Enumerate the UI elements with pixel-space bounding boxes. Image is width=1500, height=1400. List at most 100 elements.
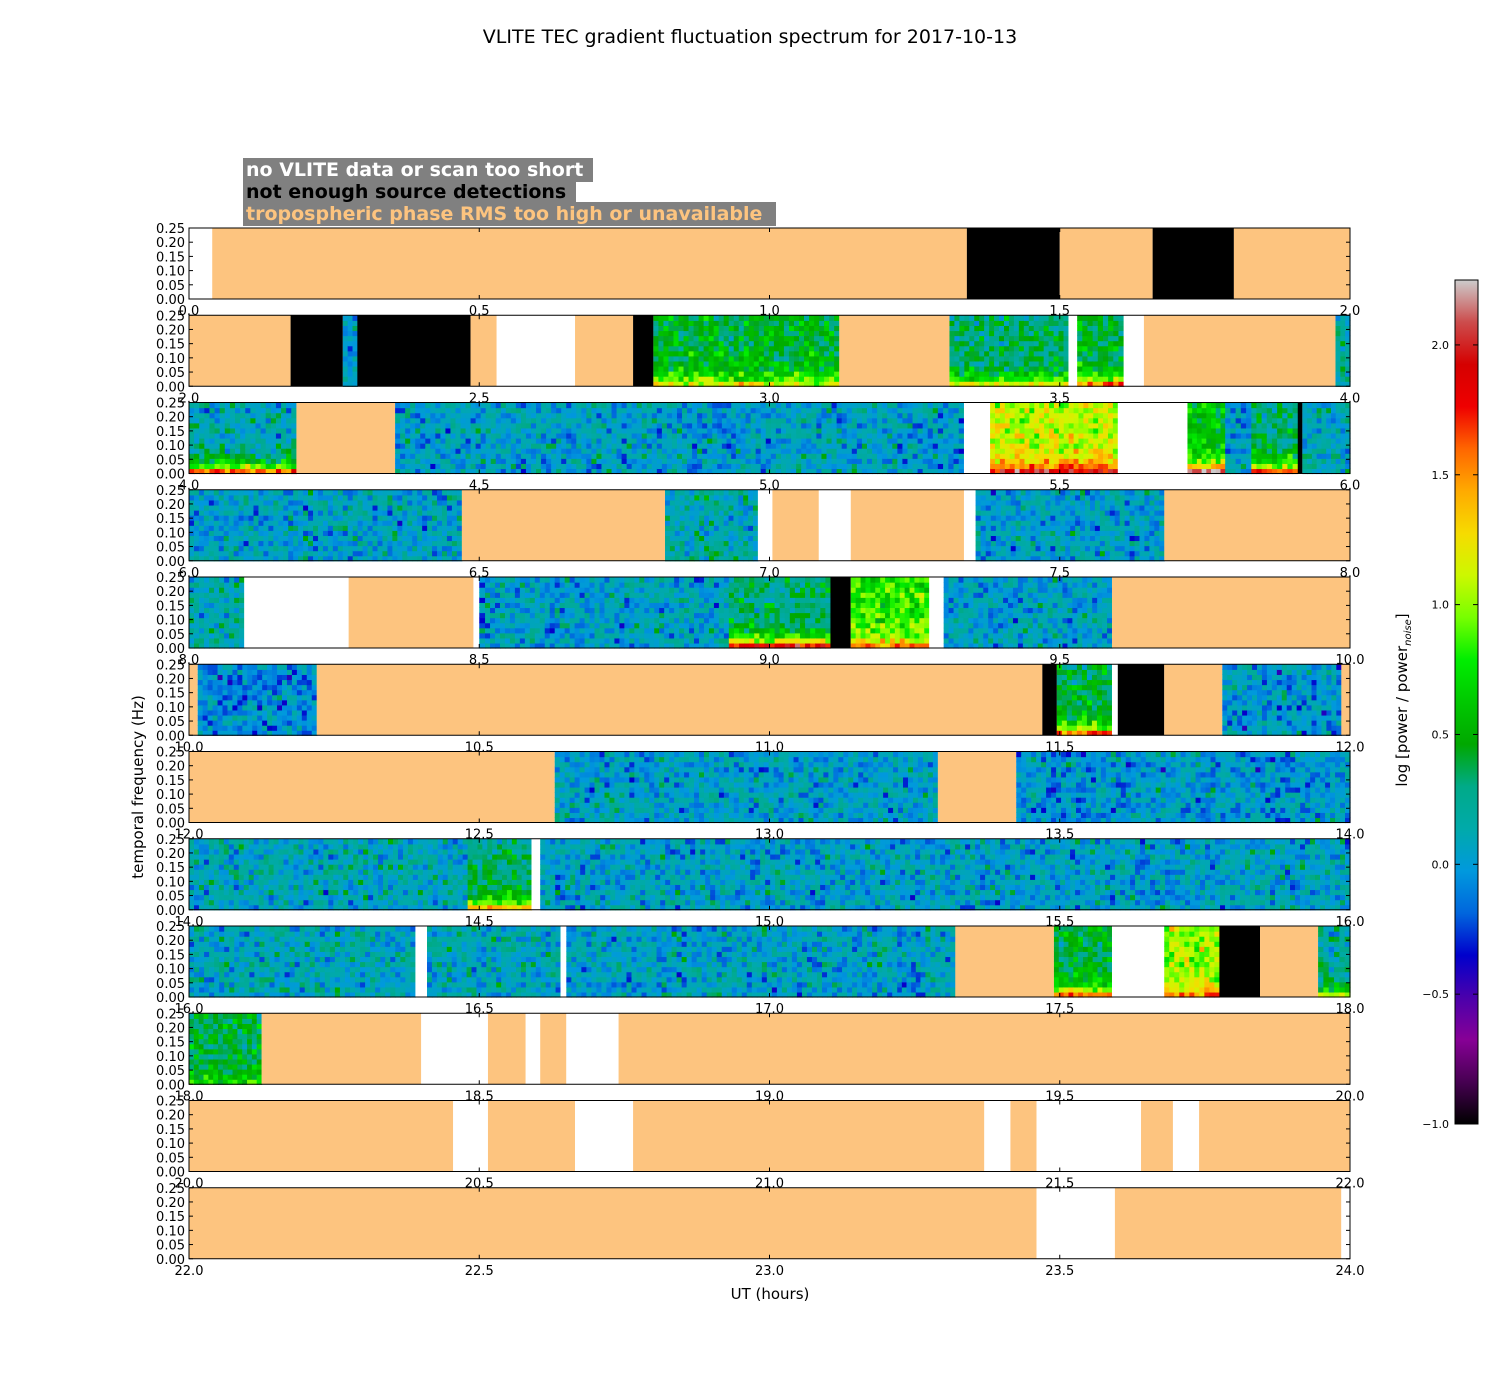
spectrum-cell — [303, 545, 309, 552]
spectrum-cell — [1063, 365, 1070, 372]
spectrum-cell — [819, 350, 825, 357]
spectrum-cell — [1019, 422, 1026, 429]
spectrum-cell — [693, 335, 700, 342]
spectrum-cell — [435, 412, 441, 419]
spectrum-cell — [1211, 417, 1217, 424]
spectrum-cell — [786, 448, 792, 454]
spectrum-cell — [678, 325, 685, 332]
spectrum-cell — [430, 438, 436, 444]
spectrum-cell — [1019, 448, 1026, 454]
spectrum-cell — [596, 468, 603, 475]
spectrum-cell — [1108, 371, 1114, 377]
spectrum-cell — [571, 402, 577, 409]
spectrum-cell — [308, 530, 314, 536]
spectrum-cell — [708, 315, 715, 321]
spectrum-cell — [788, 355, 795, 362]
spectrum-cell — [1277, 448, 1283, 454]
spectrum-cell — [1215, 453, 1222, 459]
spectrum-cell — [260, 417, 267, 424]
spectrum-cell — [819, 325, 825, 332]
spectrum-cell — [1225, 422, 1232, 429]
spectrum-cell — [676, 432, 683, 439]
spectrum-cell — [1118, 371, 1125, 377]
spectrum-cell — [887, 407, 893, 414]
spectrum-cell — [735, 438, 742, 444]
spectrum-cell — [382, 535, 389, 542]
spectrum-cell — [1211, 432, 1217, 439]
spectrum-cell — [801, 422, 807, 429]
spectrum-cell — [255, 422, 262, 429]
spectrum-cell — [669, 499, 676, 506]
spectrum-cell — [258, 530, 265, 536]
spectrum-cell — [1256, 427, 1263, 434]
spectrum-cell — [897, 443, 904, 449]
spectrum-cell — [1004, 330, 1010, 337]
spectrum-cell — [1029, 453, 1035, 459]
spectrum-cell — [693, 315, 700, 321]
spectrum-cell — [1087, 350, 1094, 357]
spectrum-cell — [1083, 438, 1089, 444]
spectrum-cell — [265, 422, 272, 429]
spectrum-cell — [1251, 432, 1258, 439]
spectrum-cell — [738, 371, 745, 377]
spectrum-cell — [646, 427, 653, 434]
spectrum-cell — [255, 402, 262, 409]
spectrum-cell — [248, 499, 255, 506]
spectrum-cell — [1326, 463, 1332, 470]
spectrum-cell — [699, 540, 705, 547]
spectrum-cell — [975, 530, 982, 536]
spectrum-cell — [1261, 443, 1268, 449]
spectrum-cell — [641, 412, 648, 419]
spectrum-cell — [678, 365, 685, 372]
spectrum-cell — [673, 371, 680, 377]
spectrum-cell — [806, 402, 812, 409]
spectrum-cell — [631, 402, 638, 409]
spectrum-cell — [616, 463, 623, 470]
spectrum-cell — [1215, 438, 1222, 444]
spectrum-cell — [738, 335, 745, 342]
spectrum-cell — [450, 443, 457, 449]
spectrum-cell — [298, 545, 304, 552]
spectrum-cell — [1083, 453, 1089, 459]
spectrum-cell — [199, 427, 205, 434]
spectrum-cell — [866, 402, 873, 409]
spectrum-cell — [510, 422, 517, 429]
spectrum-cell — [243, 545, 250, 552]
spectrum-cell — [1077, 325, 1083, 332]
spectrum-cell — [1192, 412, 1198, 419]
spectrum-cell — [707, 458, 713, 464]
spectrum-cell — [470, 432, 477, 439]
spectrum-cell — [974, 345, 980, 352]
spectrum-cell — [475, 448, 482, 454]
spectrum-cell — [750, 458, 757, 464]
spectrum-cell — [917, 407, 924, 414]
spectrum-cell — [551, 422, 557, 429]
spectrum-cell — [723, 355, 730, 362]
spectrum-cell — [755, 407, 762, 414]
spectrum-cell — [480, 427, 487, 434]
spectrum-cell — [804, 345, 810, 352]
spectrum-cell — [743, 504, 749, 511]
y-tick-label: 0.00 — [156, 380, 185, 395]
spectrum-cell — [932, 468, 939, 475]
spectrum-cell — [949, 345, 956, 352]
spectrum-cell — [425, 468, 431, 475]
spectrum-cell — [621, 427, 628, 434]
spectrum-cell — [440, 427, 447, 434]
spectrum-cell — [1048, 325, 1055, 332]
spectrum-cell — [510, 417, 517, 424]
spectrum-cell — [362, 520, 369, 526]
spectrum-cell — [999, 335, 1005, 342]
spectrum-cell — [268, 540, 274, 547]
spectrum-cell — [551, 407, 557, 414]
spectrum-cell — [912, 402, 919, 409]
spectrum-cell — [405, 407, 411, 414]
spectrum-cell — [937, 427, 944, 434]
spectrum-cell — [676, 448, 683, 454]
spectrum-cell — [402, 525, 408, 531]
spectrum-cell — [932, 463, 939, 470]
spectrum-cell — [1102, 315, 1109, 321]
spectrum-cell — [1008, 330, 1015, 337]
spectrum-cell — [683, 320, 690, 326]
spectrum-cell — [980, 489, 987, 496]
